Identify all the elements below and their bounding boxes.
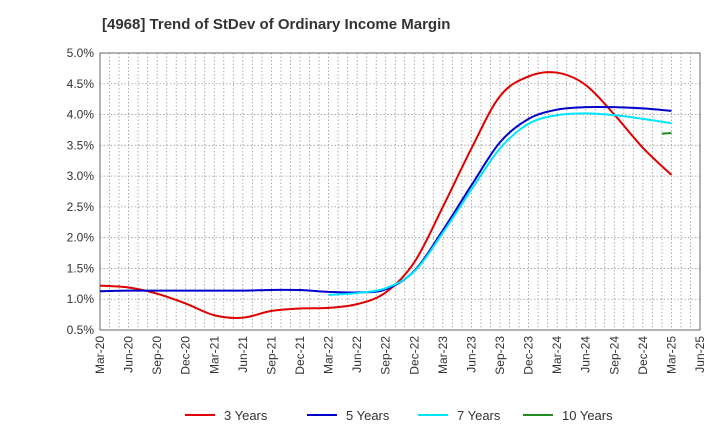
x-tick-label: Jun-21: [236, 336, 250, 373]
series-line-5-years: [99, 105, 672, 294]
legend-label-7-years: 7 Years: [457, 408, 501, 423]
x-tick-label: Dec-22: [407, 336, 421, 375]
plot-frame: [99, 52, 701, 331]
x-tick-label: Sep-23: [493, 336, 507, 375]
y-tick-label: 0.5%: [67, 323, 95, 337]
legend-label-10-years: 10 Years: [562, 408, 613, 423]
legend-label-5-years: 5 Years: [346, 408, 390, 423]
y-tick-label: 4.0%: [67, 108, 95, 122]
x-tick-label: Dec-21: [293, 336, 307, 375]
x-tick-label: Sep-24: [607, 336, 621, 375]
x-tick-label: Mar-25: [664, 336, 678, 374]
x-tick-label: Jun-24: [579, 336, 593, 373]
series-line-10-years: [661, 132, 672, 135]
y-tick-label: 1.0%: [67, 292, 95, 306]
x-tick-label: Jun-25: [693, 336, 707, 373]
x-tick-label: Dec-23: [522, 336, 536, 375]
x-tick-label: Mar-23: [436, 336, 450, 374]
y-tick-label: 1.5%: [67, 261, 95, 275]
grid-layer: [99, 52, 701, 331]
y-tick-label: 2.5%: [67, 200, 95, 214]
series-layer: [99, 71, 673, 319]
x-tick-label: Sep-22: [379, 336, 393, 375]
y-tick-label: 2.0%: [67, 231, 95, 245]
x-tick-label: Mar-21: [207, 336, 221, 374]
x-tick-label: Jun-23: [464, 336, 478, 373]
x-tick-label: Dec-20: [179, 336, 193, 375]
x-tick-label: Dec-24: [636, 336, 650, 375]
x-tick-label: Mar-24: [550, 336, 564, 374]
x-tick-label: Jun-20: [122, 336, 136, 373]
legend-layer: 3 Years 5 Years 7 Years 10 Years: [185, 408, 613, 423]
x-tick-label: Mar-22: [322, 336, 336, 374]
x-tick-label: Sep-21: [264, 336, 278, 375]
chart-title: [4968] Trend of StDev of Ordinary Income…: [102, 16, 451, 33]
series-line-3-years: [99, 71, 673, 319]
legend-label-3-years: 3 Years: [224, 408, 268, 423]
y-tick-label: 3.0%: [67, 169, 95, 183]
x-tick-label: Jun-22: [350, 336, 364, 373]
x-tick-label: Mar-20: [93, 336, 107, 374]
y-tick-label: 4.5%: [67, 77, 95, 91]
axis-layer: 0.5% 1.0% 1.5% 2.0% 2.5% 3.0% 3.5% 4.0% 4.5% 5.0%…: [67, 46, 707, 375]
y-tick-label: 3.5%: [67, 138, 95, 152]
y-tick-label: 5.0%: [67, 46, 95, 60]
series-line-7-years: [328, 112, 672, 296]
x-tick-label: Sep-20: [150, 336, 164, 375]
